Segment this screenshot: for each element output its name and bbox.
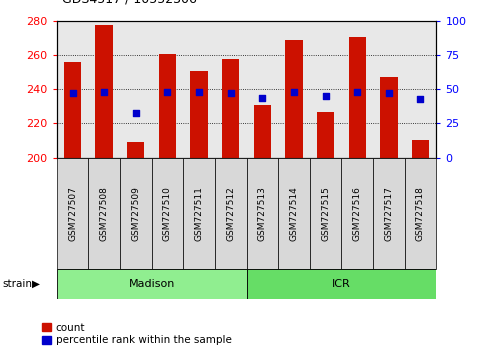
Bar (96, 25, 113, 158)
Text: GSM727518: GSM727518 (416, 186, 425, 241)
Point (100, 89, 108, 95)
Text: GSM727516: GSM727516 (352, 186, 362, 241)
Text: ▶: ▶ (32, 279, 40, 289)
Text: GSM727515: GSM727515 (321, 186, 330, 241)
Bar (152, 158, 183, 269)
Point (353, 89, 361, 95)
Text: GSM727517: GSM727517 (385, 186, 393, 241)
Text: GSM727509: GSM727509 (131, 186, 141, 241)
Text: GSM727512: GSM727512 (226, 186, 235, 241)
Point (321, 93, 329, 99)
Text: Madison: Madison (128, 279, 175, 289)
Text: strain: strain (2, 279, 33, 289)
Bar (253, 105, 271, 158)
Text: GSM727514: GSM727514 (289, 186, 298, 241)
Text: GSM727511: GSM727511 (195, 186, 204, 241)
Bar (57, 269, 246, 299)
Legend: count, percentile rank within the sample: count, percentile rank within the sample (42, 322, 232, 345)
Text: GSM727513: GSM727513 (258, 186, 267, 241)
Bar (246, 269, 436, 299)
Text: GDS4517 / 10552306: GDS4517 / 10552306 (62, 0, 197, 5)
Bar (349, 36, 366, 158)
Bar (285, 40, 303, 158)
Bar (222, 59, 240, 158)
Bar (380, 78, 397, 158)
Text: GSM727508: GSM727508 (100, 186, 108, 241)
Point (385, 91, 393, 96)
Point (290, 89, 298, 95)
Bar (183, 158, 215, 269)
Bar (64, 62, 81, 158)
Bar (57, 158, 88, 269)
Point (417, 96, 424, 102)
Text: GSM727507: GSM727507 (68, 186, 77, 241)
Bar (405, 158, 436, 269)
Bar (373, 158, 405, 269)
Bar (310, 158, 341, 269)
Bar (246, 158, 278, 269)
Point (258, 95, 266, 101)
Bar (317, 112, 334, 158)
Bar (341, 158, 373, 269)
Bar (215, 158, 246, 269)
Bar (120, 158, 152, 269)
Text: GSM727510: GSM727510 (163, 186, 172, 241)
Bar (278, 158, 310, 269)
Bar (412, 141, 429, 158)
Point (164, 89, 172, 95)
Point (69, 91, 76, 96)
Bar (190, 71, 208, 158)
Bar (127, 142, 144, 158)
Point (227, 91, 235, 96)
Point (132, 110, 140, 115)
Point (195, 89, 203, 95)
Text: ICR: ICR (332, 279, 351, 289)
Bar (88, 158, 120, 269)
Bar (159, 53, 176, 158)
